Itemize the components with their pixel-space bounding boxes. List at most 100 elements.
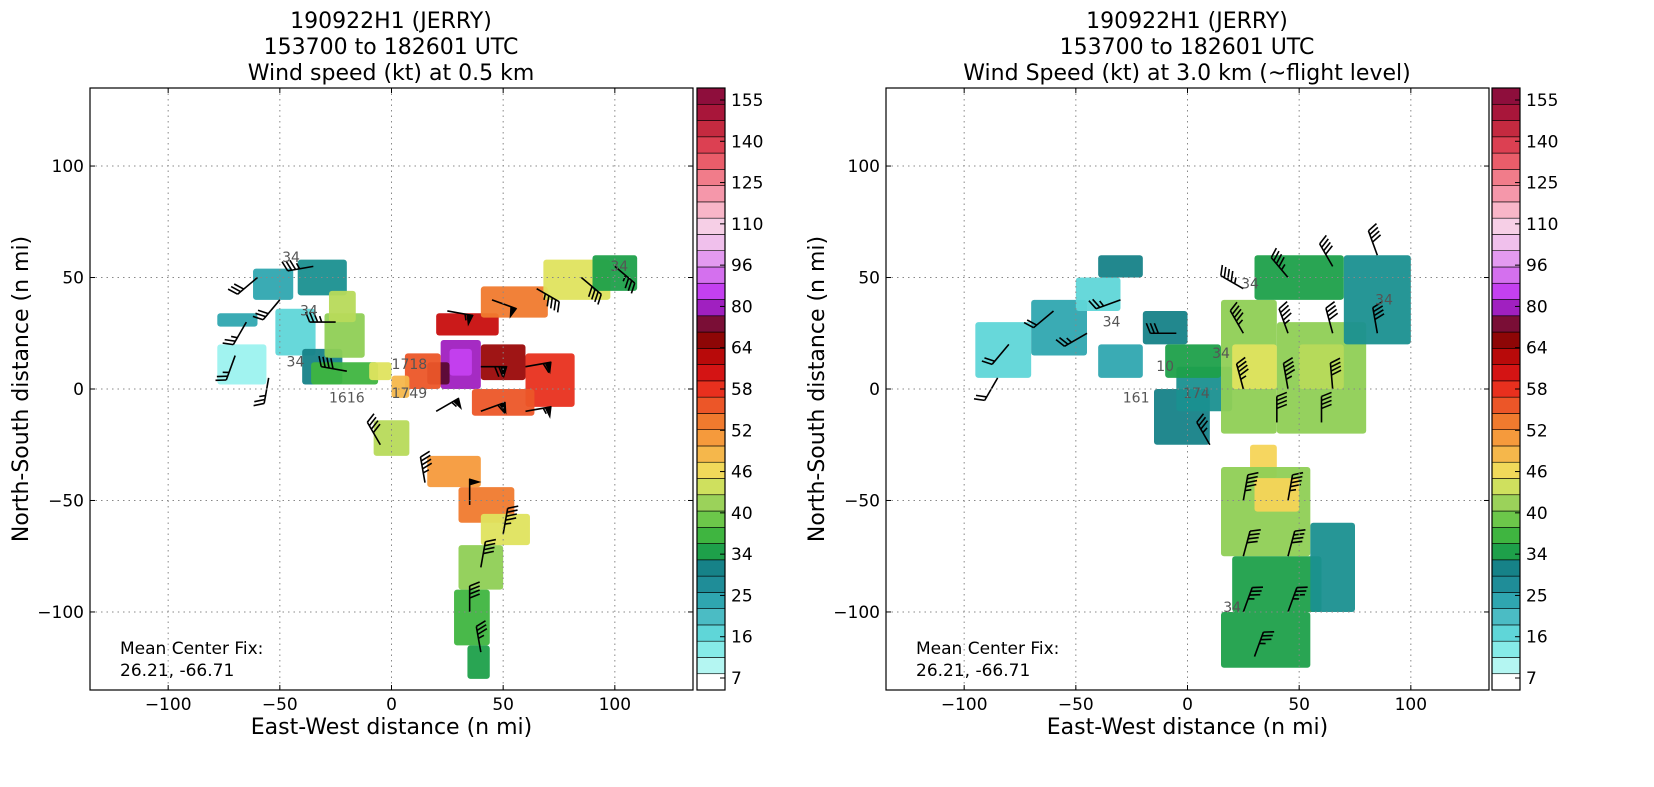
barb-feather — [1239, 368, 1249, 377]
colorbar-segment — [1491, 217, 1521, 235]
barb-half-feather — [1066, 337, 1072, 343]
plot-area: 34 34 34 34 34 161 174 10 — [973, 223, 1411, 668]
colorbar-segment — [696, 331, 726, 349]
x-tick-label: 50 — [492, 695, 514, 715]
colorbar-segment — [696, 461, 726, 479]
wind-region-eye-core — [427, 339, 575, 407]
barb-feather — [1321, 403, 1332, 410]
colorbar-segment — [696, 413, 726, 430]
wind-barb — [1242, 471, 1259, 501]
colorbar-tick-label: 34 — [731, 545, 753, 565]
barb-staff — [1196, 421, 1211, 446]
wind-barb — [580, 276, 603, 305]
panel-right: 190922H1 (JERRY)153700 to 182601 UTCWind… — [805, 9, 1558, 740]
colorbar-segment — [1491, 413, 1521, 430]
colorbar-segment — [696, 152, 726, 170]
barb-feather — [1196, 413, 1205, 423]
colorbar-segment — [696, 510, 726, 528]
wind-barb — [468, 581, 480, 612]
barb-flag — [452, 397, 462, 410]
barb-feather — [281, 261, 289, 272]
x-tick-label: 100 — [599, 695, 631, 715]
barb-feather — [1327, 308, 1338, 317]
barb-half-feather — [543, 293, 547, 301]
barb-half-feather — [259, 394, 266, 398]
wind-region-west-green — [311, 290, 392, 385]
colorbar-tick-label: 125 — [731, 174, 763, 194]
barb-half-feather — [1284, 319, 1291, 325]
barb-staff — [1282, 363, 1289, 390]
barb-half-feather — [1233, 277, 1237, 284]
wind-barb — [1372, 301, 1385, 334]
barb-feather — [981, 360, 993, 366]
colorbar-tick-label: 64 — [1526, 339, 1548, 359]
colorbar-segment — [696, 299, 726, 317]
x-tick-label: 0 — [386, 695, 397, 715]
barb-feather — [1149, 322, 1156, 334]
barb-feather — [497, 404, 506, 414]
barb-feather — [1370, 230, 1380, 239]
barb-feather — [1283, 360, 1294, 369]
wind-cell — [1098, 255, 1143, 278]
barb-half-feather — [1280, 264, 1286, 271]
x-tick-label: −50 — [262, 695, 298, 715]
colorbar-segment — [1491, 559, 1521, 577]
y-tick-label: −100 — [833, 603, 880, 623]
barb-feather — [1285, 368, 1296, 376]
barb-feather — [420, 454, 431, 462]
barb-staff — [480, 541, 487, 568]
wind-region-main-band — [1221, 255, 1411, 479]
barb-feather — [553, 299, 557, 311]
wind-barb — [1088, 298, 1121, 310]
colorbar-segment — [1491, 185, 1521, 203]
colorbar-tick-label: 140 — [1526, 132, 1558, 152]
wind-cell — [1299, 344, 1344, 389]
wind-cell — [436, 313, 499, 336]
colorbar-tick-label: 7 — [731, 669, 742, 689]
barb-staff — [419, 456, 426, 483]
wind-cell — [1165, 344, 1221, 378]
x-tick-label: 100 — [1395, 695, 1427, 715]
barb-flag — [544, 406, 552, 419]
colorbar-segment — [1491, 478, 1521, 496]
wind-cell — [480, 513, 530, 546]
colorbar-segment — [1491, 169, 1521, 186]
barb-feather — [1321, 391, 1332, 398]
wind-cell — [391, 375, 410, 398]
colorbar-segment — [1491, 266, 1521, 284]
wind-barb — [281, 259, 314, 272]
barb-feather — [973, 398, 985, 402]
plot-area: 34 34 34 34 1616 1749 1718 — [215, 250, 638, 679]
barb-feather — [469, 589, 480, 595]
center-fix-label: 1749 — [392, 386, 428, 402]
wind-cell — [467, 645, 490, 679]
colorbar-tick-label: 40 — [731, 504, 753, 524]
colorbar-segment — [696, 396, 726, 414]
colorbar-segment — [696, 282, 726, 300]
wind-cell — [1098, 344, 1143, 378]
barb-feather — [1321, 399, 1332, 406]
barb-feather — [1248, 532, 1260, 536]
wind-cell — [275, 308, 316, 356]
barb-staff — [321, 365, 347, 372]
mean-center-fix-text: 26.21, -66.71 — [120, 661, 234, 681]
wind-barb — [1320, 391, 1332, 423]
barb-feather — [1145, 322, 1152, 334]
wind-barb — [981, 343, 1010, 366]
barb-feather — [1200, 420, 1209, 430]
barb-staff — [1229, 310, 1245, 334]
barb-feather — [1373, 309, 1384, 317]
barb-feather — [224, 338, 236, 342]
barb-flag — [466, 313, 474, 327]
wind-region-inner-teal — [1154, 344, 1233, 445]
barb-feather — [1283, 357, 1294, 365]
barb-feather — [1273, 250, 1280, 262]
barb-feather — [370, 420, 379, 430]
barb-feather — [1153, 322, 1160, 334]
y-tick-label: 50 — [858, 269, 880, 289]
wind-barb — [447, 310, 474, 327]
wind-cell — [1254, 478, 1300, 512]
colorbar-segment — [696, 315, 726, 333]
barb-feather — [1278, 256, 1285, 268]
